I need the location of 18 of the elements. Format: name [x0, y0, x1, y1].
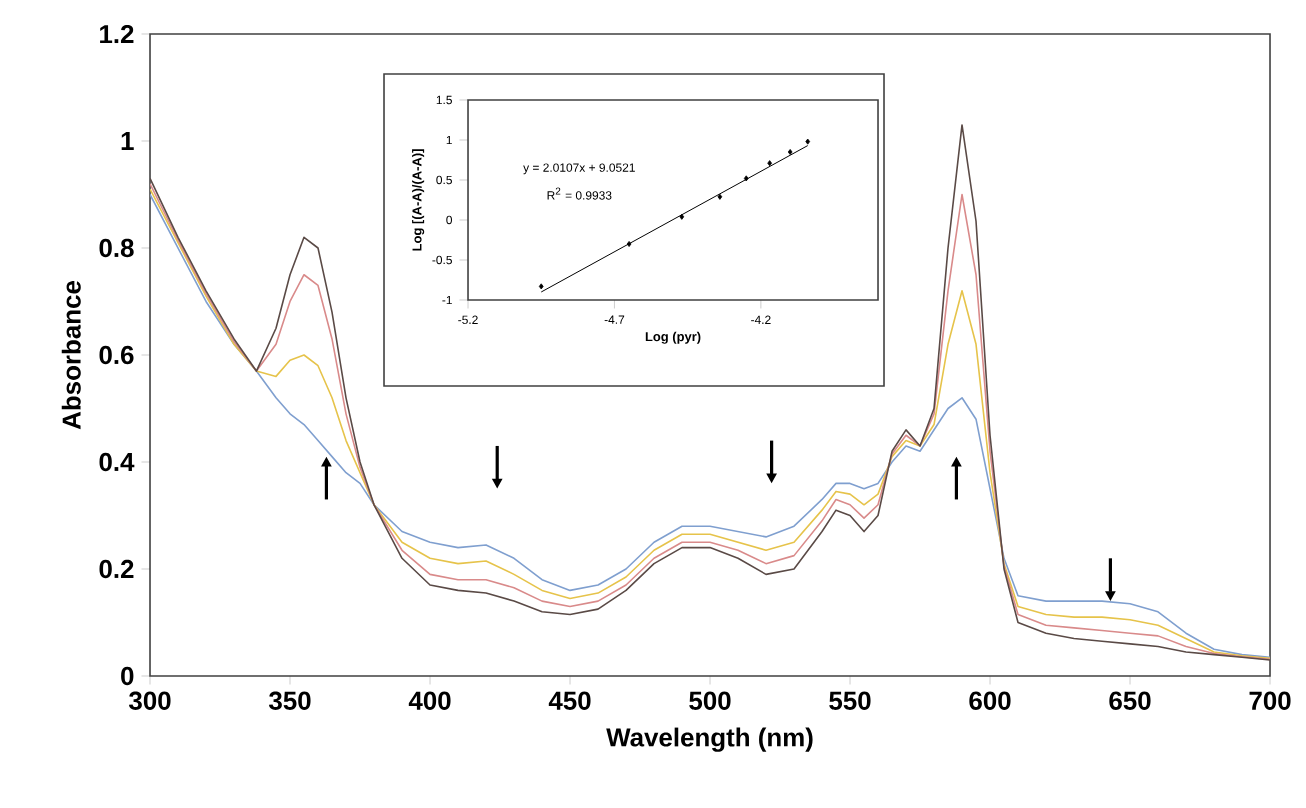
y-tick-label: 1.2 [100, 24, 134, 44]
x-tick-label: 650 [1109, 691, 1151, 710]
y-axis-title: Absorbance [61, 281, 81, 430]
x-tick-label: 400 [408, 691, 451, 710]
y-tick-label: 1 [121, 132, 134, 150]
x-tick-label: 350 [269, 691, 311, 710]
x-tick-label: 700 [1249, 691, 1291, 710]
y-tick-label: 0 [121, 666, 134, 686]
y-tick-label: 0.6 [99, 345, 134, 365]
y-tick-label: 0.8 [99, 238, 134, 258]
x-axis-title: Wavelength (nm) [606, 727, 813, 752]
x-tick-label: 450 [548, 691, 591, 710]
x-tick-label: 300 [129, 691, 171, 710]
x-tick-label: 600 [969, 691, 1011, 710]
x-tick-label: 550 [829, 691, 871, 710]
y-tick-label: 0.4 [99, 452, 135, 472]
x-tick-label: 500 [689, 691, 731, 710]
y-tick-label: 0.2 [99, 559, 134, 579]
